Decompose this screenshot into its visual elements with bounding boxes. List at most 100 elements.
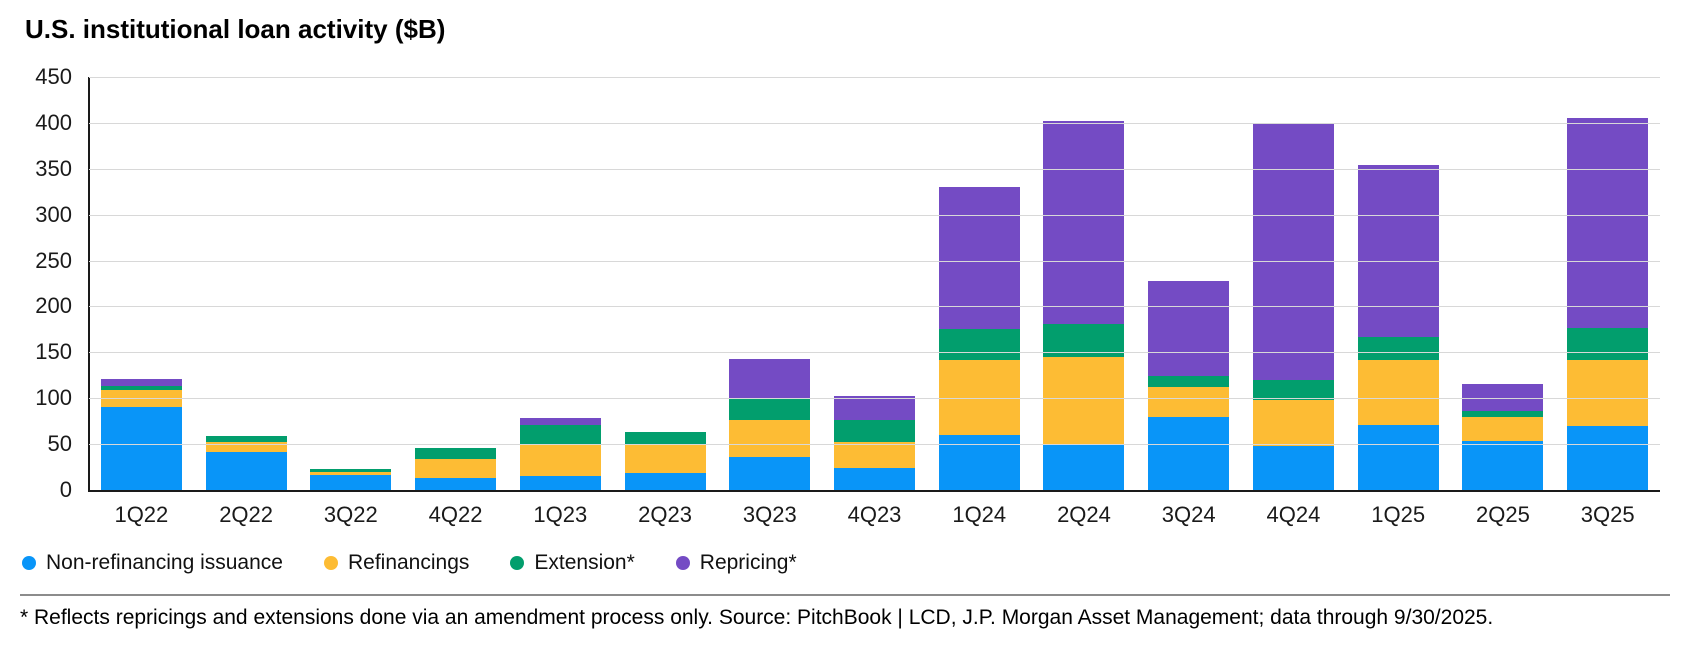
bar-1q25 (1357, 165, 1439, 490)
y-tick-label-400: 400 (35, 109, 72, 135)
x-tick-label-4q22: 4Q22 (428, 502, 483, 527)
gridline-50 (89, 444, 1660, 446)
segment-2q25-repricing (1462, 384, 1544, 412)
bar-slot-3q25 (1555, 77, 1660, 490)
segment-3q22-non-refinancing-issuance (310, 475, 392, 490)
bar-1q24 (938, 187, 1020, 490)
bar-2q23 (624, 432, 706, 490)
segment-3q24-extension (1148, 376, 1230, 388)
footnote: * Reflects repricings and extensions don… (20, 606, 1494, 629)
segment-4q22-refinancings (415, 458, 497, 479)
bar-4q22 (415, 447, 497, 490)
segment-4q22-non-refinancing-issuance (415, 478, 497, 490)
segment-2q25-refinancings (1462, 416, 1544, 442)
x-tick-label-1q24: 1Q24 (952, 502, 1007, 527)
segment-2q23-non-refinancing-issuance (624, 473, 706, 490)
bar-3q25 (1567, 118, 1649, 490)
bar-slot-4q23 (822, 77, 927, 490)
gridline-400 (89, 122, 1660, 124)
segment-4q23-extension (834, 420, 915, 443)
legend-item-repricing: Repricing* (675, 551, 797, 575)
x-tick-label-2q22: 2Q22 (219, 502, 274, 527)
bar-slot-1q23 (508, 77, 613, 490)
segment-2q23-extension (624, 432, 706, 445)
segment-1q22-repricing (100, 378, 182, 387)
segment-3q23-refinancings (729, 420, 811, 457)
gridline-350 (89, 168, 1660, 170)
x-tick-label-3q24: 3Q24 (1161, 502, 1216, 527)
bar-2q24 (1043, 121, 1125, 490)
segment-1q24-repricing (938, 187, 1020, 330)
bars-container (89, 77, 1660, 490)
gridline-150 (89, 352, 1660, 354)
segment-3q24-refinancings (1148, 387, 1230, 417)
bar-3q24 (1148, 280, 1230, 490)
segment-1q25-repricing (1357, 165, 1439, 337)
segment-1q22-extension (100, 386, 182, 390)
bar-slot-2q24 (1032, 77, 1137, 490)
bar-4q23 (834, 395, 915, 490)
plot-area (89, 77, 1660, 490)
segment-2q22-extension (205, 435, 287, 443)
segment-3q25-repricing (1567, 118, 1649, 329)
segment-1q23-non-refinancing-issuance (519, 476, 601, 490)
x-tick-label-1q23: 1Q23 (533, 502, 588, 527)
segment-2q23-refinancings (624, 444, 706, 474)
y-tick-label-450: 450 (35, 64, 72, 89)
segment-4q22-extension (415, 447, 497, 459)
x-tick-label-2q23: 2Q23 (638, 502, 692, 527)
bar-4q24 (1252, 122, 1334, 490)
segment-4q23-repricing (834, 395, 915, 421)
bar-1q23 (519, 418, 601, 490)
y-tick-label-250: 250 (35, 247, 72, 273)
legend-item-non-refinancing-issuance: Non-refinancing issuance (22, 551, 283, 575)
bar-2q22 (205, 435, 287, 490)
bar-slot-1q24 (927, 77, 1032, 490)
legend-dot-icon (510, 556, 525, 570)
bar-slot-1q25 (1346, 77, 1451, 490)
segment-1q23-extension (519, 424, 601, 445)
y-tick-label-100: 100 (35, 385, 72, 411)
gridline-100 (89, 398, 1660, 400)
segment-3q22-extension (310, 468, 392, 472)
x-axis-line (88, 490, 1660, 492)
segment-2q24-repricing (1043, 121, 1125, 324)
legend-item-refinancings: Refinancings (323, 551, 469, 575)
x-tick-label-3q23: 3Q23 (742, 502, 797, 527)
legend-dot-icon (22, 556, 36, 570)
segment-3q22-refinancings (310, 471, 392, 476)
x-tick-label-3q25: 3Q25 (1580, 502, 1635, 527)
segment-3q23-repricing (729, 358, 811, 400)
bar-slot-2q25 (1451, 77, 1556, 490)
y-tick-label-300: 300 (35, 201, 72, 227)
bar-slot-4q24 (1241, 77, 1346, 490)
legend-label: Non-refinancing issuance (46, 551, 283, 574)
x-tick-label-2q25: 2Q25 (1476, 502, 1530, 527)
segment-2q24-non-refinancing-issuance (1043, 445, 1125, 490)
segment-4q23-non-refinancing-issuance (834, 467, 915, 490)
segment-4q23-refinancings (834, 442, 915, 468)
x-tick-label-1q22: 1Q22 (114, 502, 169, 527)
y-tick-label-150: 150 (35, 339, 72, 365)
segment-4q24-refinancings (1252, 400, 1334, 446)
segment-2q22-refinancings (205, 442, 287, 453)
x-tick-label-4q23: 4Q23 (847, 502, 902, 527)
segment-1q24-extension (938, 329, 1020, 360)
segment-3q24-repricing (1148, 280, 1230, 377)
y-axis-line (88, 77, 90, 492)
x-tick-label-2q24: 2Q24 (1057, 502, 1111, 527)
segment-3q23-non-refinancing-issuance (729, 456, 811, 490)
bar-slot-2q22 (194, 77, 299, 490)
segment-3q23-extension (729, 399, 811, 421)
bar-slot-3q23 (717, 77, 822, 490)
segment-3q25-extension (1567, 328, 1649, 360)
gridline-250 (89, 260, 1660, 262)
segment-4q24-repricing (1252, 122, 1334, 380)
footer-divider (20, 594, 1670, 596)
bar-slot-4q22 (403, 77, 508, 490)
segment-4q24-extension (1252, 379, 1334, 401)
segment-4q24-non-refinancing-issuance (1252, 445, 1334, 490)
bar-3q23 (729, 358, 811, 490)
segment-2q24-refinancings (1043, 356, 1125, 446)
segment-1q22-non-refinancing-issuance (100, 407, 182, 490)
